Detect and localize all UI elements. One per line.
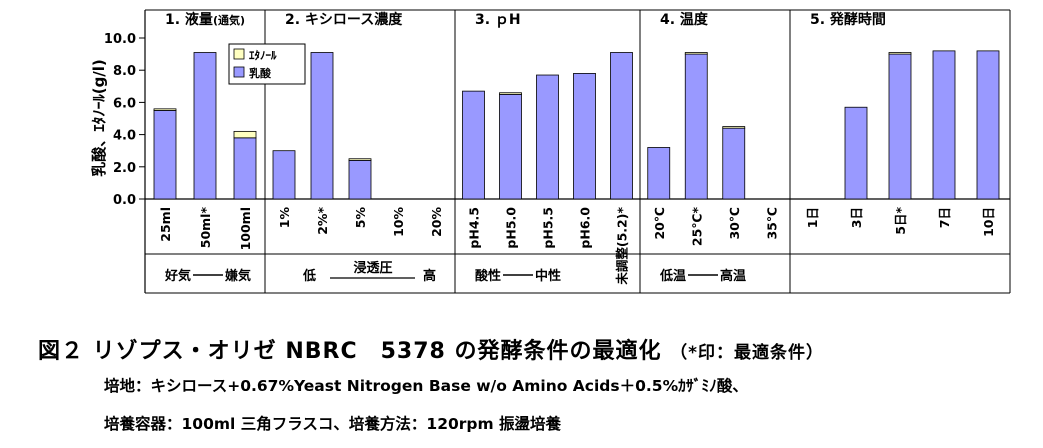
bar-ethanol xyxy=(888,52,912,55)
y-tick-label: 4.0 xyxy=(113,129,136,144)
category-label: 5日* xyxy=(893,207,908,235)
bar-lactic-acid xyxy=(610,52,633,200)
y-tick-label: 6.0 xyxy=(113,96,136,111)
bar-lactic-acid xyxy=(233,137,257,200)
trend-label-left: 低 xyxy=(302,268,316,284)
category-label: 30℃ xyxy=(727,207,742,240)
category-label: 25ml xyxy=(158,207,173,242)
bar-lactic-acid xyxy=(573,73,596,200)
category-label: 1日 xyxy=(805,207,820,228)
category-label: 5% xyxy=(353,207,368,229)
caption-medium-line: 培地：キシロース+0.67%Yeast Nitrogen Base w/o Am… xyxy=(104,377,748,395)
category-label: pH5.0 xyxy=(504,207,519,249)
y-tick-label: 0.0 xyxy=(113,193,136,208)
bar-lactic-acid xyxy=(647,147,671,200)
panel-title: 5. 発酵時間 xyxy=(810,11,886,28)
bar-ethanol xyxy=(348,158,372,161)
category-label: 50ml* xyxy=(198,207,213,249)
trend-label-right: 高温 xyxy=(720,268,746,284)
bar-lactic-acid xyxy=(348,159,372,200)
panel-title: 2. キシロース濃度 xyxy=(285,11,403,28)
category-label: 10% xyxy=(391,207,406,237)
trend-label-left: 酸性 xyxy=(475,268,501,284)
category-label: 2%* xyxy=(315,207,330,235)
bar-lactic-acid xyxy=(976,50,1000,200)
bar-lactic-acid xyxy=(844,106,868,200)
panel-title-suffix: (通気) xyxy=(213,13,245,27)
trend-label-right: 中性 xyxy=(535,268,561,284)
bar-lactic-acid xyxy=(888,53,912,200)
bar-ethanol xyxy=(684,52,708,55)
bar-lactic-acid xyxy=(310,52,334,200)
bar-lactic-acid xyxy=(193,52,217,200)
bar-lactic-acid xyxy=(272,150,296,200)
legend-swatch-ethanol xyxy=(233,48,245,60)
trend-label-left: 低温 xyxy=(659,268,686,284)
caption-culture-line: 培養容器：100ml 三角フラスコ、培養方法：120rpm 振盪培養 xyxy=(104,415,562,433)
plot-area: 0.0 2.0 4.0 6.0 8.0 10.0 1. 液量(通気) 25ml 50ml* 100… xyxy=(104,9,1011,294)
trend-label-right: 高 xyxy=(423,268,436,284)
y-axis-label: 乳酸、ｴﾀﾉｰﾙ(g/l) xyxy=(90,59,108,177)
caption-note: （*印：最適条件） xyxy=(670,343,825,363)
panel-title: 4. 温度 xyxy=(660,11,709,28)
y-tick-label: 10.0 xyxy=(104,32,136,47)
caption-title: 図２ リゾプス・オリゼ NBRC 5378 の発酵条件の最適化 xyxy=(38,339,662,364)
category-label: 35℃ xyxy=(764,207,779,240)
bar-lactic-acid xyxy=(932,50,956,200)
bar-ethanol xyxy=(233,130,257,139)
bar-lactic-acid xyxy=(153,110,177,200)
bar-lactic-acid xyxy=(536,74,559,200)
category-label: pH4.5 xyxy=(467,207,482,249)
panel-title: 3. ｐH xyxy=(475,12,521,29)
category-label: 1% xyxy=(277,207,292,229)
y-tick-label: 8.0 xyxy=(113,64,136,79)
trend-label-left: 好気 xyxy=(164,268,191,284)
y-tick-label: 2.0 xyxy=(113,161,136,176)
category-label: 20℃ xyxy=(652,207,667,240)
category-label: 10日 xyxy=(981,207,996,237)
category-label: pH6.0 xyxy=(578,207,593,249)
category-label: 未調整(5.2)* xyxy=(615,207,630,286)
legend-swatch-lactic-acid xyxy=(233,66,245,78)
bar-lactic-acid xyxy=(499,93,522,200)
bar-lactic-acid xyxy=(462,90,485,200)
panel-title: 1. 液量(通気) xyxy=(165,11,245,28)
bar-chart: 乳酸、ｴﾀﾉｰﾙ(g/l) 0.0 2.0 4.0 6.0 8.0 10.0 1. 液量(通… xyxy=(90,9,1011,294)
bar-ethanol xyxy=(722,126,746,129)
category-label: 7日 xyxy=(937,207,952,228)
category-label: 25℃* xyxy=(689,207,704,247)
legend-label-lactic-acid: 乳酸 xyxy=(249,66,272,80)
bar-ethanol xyxy=(153,108,177,111)
trend-label-middle: 浸透圧 xyxy=(353,260,392,276)
category-label: 20% xyxy=(429,207,444,237)
figure-caption: 図２ リゾプス・オリゼ NBRC 5378 の発酵条件の最適化 （*印：最適条件… xyxy=(38,333,824,365)
bar-ethanol xyxy=(499,92,522,95)
category-label: pH5.5 xyxy=(541,207,556,249)
category-label: 3日 xyxy=(849,207,864,228)
legend-label-ethanol: ｴﾀﾉｰﾙ xyxy=(249,49,277,62)
bar-lactic-acid xyxy=(684,53,708,200)
category-label: 100ml xyxy=(238,207,253,250)
bar-lactic-acid xyxy=(722,127,746,200)
trend-label-right: 嫌気 xyxy=(224,268,251,284)
